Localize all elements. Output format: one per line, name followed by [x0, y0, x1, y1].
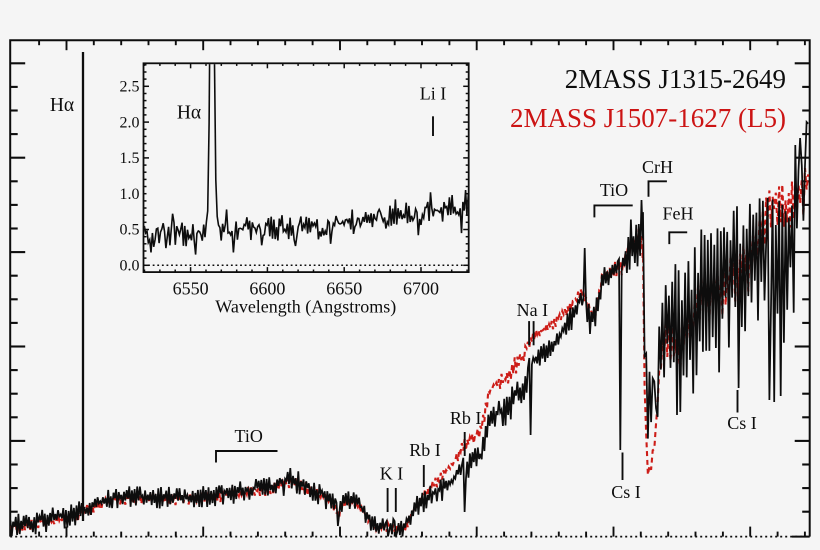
svg-text:2.5: 2.5 [120, 79, 140, 96]
svg-text:FeH: FeH [663, 204, 694, 224]
svg-text:0.5: 0.5 [120, 222, 140, 239]
svg-text:Hα: Hα [177, 103, 201, 124]
svg-text:0.0: 0.0 [120, 258, 140, 275]
svg-text:1.5: 1.5 [120, 150, 140, 167]
svg-text:6650: 6650 [326, 279, 362, 299]
svg-text:CrH: CrH [642, 157, 673, 177]
svg-text:Na I: Na I [517, 300, 548, 320]
svg-text:Rb I: Rb I [409, 440, 441, 460]
svg-text:6550: 6550 [173, 279, 209, 299]
svg-text:Rb I: Rb I [450, 408, 482, 428]
svg-text:6700: 6700 [403, 279, 439, 299]
svg-text:2MASS J1507-1627 (L5): 2MASS J1507-1627 (L5) [510, 103, 786, 133]
svg-text:K I: K I [380, 464, 404, 484]
svg-text:Li I: Li I [420, 84, 447, 104]
svg-text:TiO: TiO [600, 180, 628, 200]
svg-text:Cs I: Cs I [611, 482, 641, 502]
svg-text:2.0: 2.0 [120, 114, 140, 131]
svg-text:Wavelength (Angstroms): Wavelength (Angstroms) [215, 297, 396, 318]
svg-text:6600: 6600 [249, 279, 285, 299]
svg-text:Cs I: Cs I [727, 413, 757, 433]
svg-text:TiO: TiO [235, 426, 263, 446]
svg-text:1.0: 1.0 [120, 186, 140, 203]
svg-text:Hα: Hα [50, 95, 74, 116]
svg-text:2MASS J1315-2649: 2MASS J1315-2649 [565, 64, 786, 94]
